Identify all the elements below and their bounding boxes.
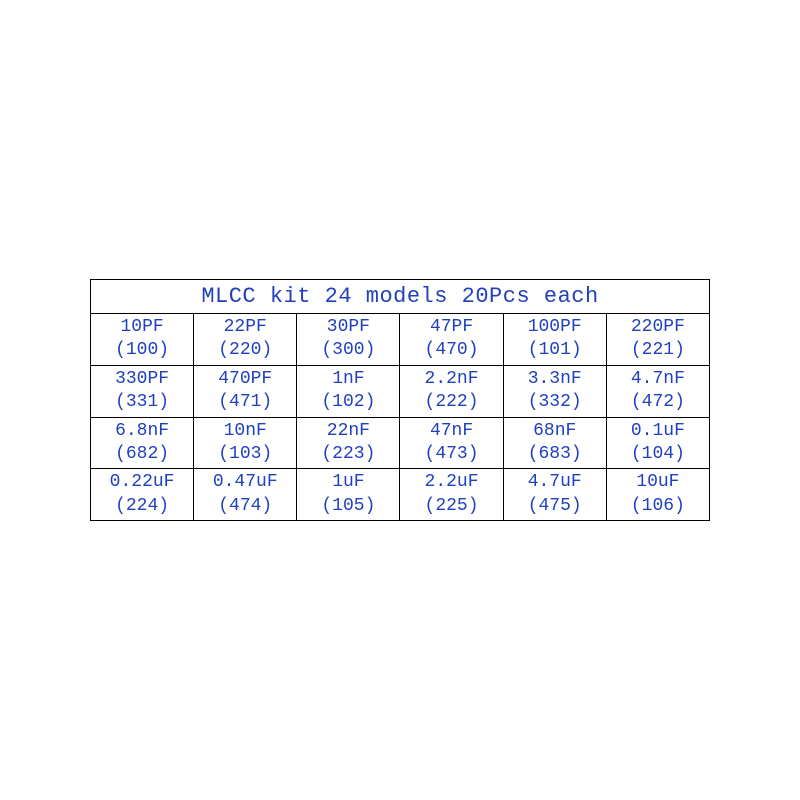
cell-value: 330PF [91, 368, 193, 391]
cell-code: (101) [504, 339, 606, 362]
cell-value: 10nF [194, 420, 296, 443]
table-cell: 220PF(221) [606, 313, 709, 365]
cell-code: (475) [504, 495, 606, 518]
cell-value: 47PF [400, 316, 502, 339]
cell-value: 4.7uF [504, 471, 606, 494]
table-cell: 30PF(300) [297, 313, 400, 365]
table-cell: 4.7uF(475) [503, 469, 606, 521]
cell-value: 30PF [297, 316, 399, 339]
cell-code: (223) [297, 443, 399, 466]
cell-code: (300) [297, 339, 399, 362]
table-row: 10PF(100) 22PF(220) 30PF(300) 47PF(470) … [91, 313, 710, 365]
table-cell: 330PF(331) [91, 365, 194, 417]
table-cell: 4.7nF(472) [606, 365, 709, 417]
cell-code: (471) [194, 391, 296, 414]
cell-code: (105) [297, 495, 399, 518]
cell-code: (103) [194, 443, 296, 466]
cell-code: (102) [297, 391, 399, 414]
cell-code: (473) [400, 443, 502, 466]
cell-code: (331) [91, 391, 193, 414]
cell-code: (474) [194, 495, 296, 518]
cell-value: 3.3nF [504, 368, 606, 391]
mlcc-table: MLCC kit 24 models 20Pcs each 10PF(100) … [90, 279, 710, 521]
cell-value: 470PF [194, 368, 296, 391]
table-cell: 47PF(470) [400, 313, 503, 365]
cell-value: 100PF [504, 316, 606, 339]
cell-value: 2.2nF [400, 368, 502, 391]
table-cell: 22nF(223) [297, 417, 400, 469]
table-cell: 1uF(105) [297, 469, 400, 521]
cell-value: 0.1uF [607, 420, 709, 443]
table-cell: 10PF(100) [91, 313, 194, 365]
cell-code: (472) [607, 391, 709, 414]
cell-code: (682) [91, 443, 193, 466]
table-cell: 68nF(683) [503, 417, 606, 469]
cell-value: 1uF [297, 471, 399, 494]
mlcc-table-container: MLCC kit 24 models 20Pcs each 10PF(100) … [90, 279, 710, 521]
cell-code: (221) [607, 339, 709, 362]
table-cell: 47nF(473) [400, 417, 503, 469]
table-body: 10PF(100) 22PF(220) 30PF(300) 47PF(470) … [91, 313, 710, 520]
table-cell: 470PF(471) [194, 365, 297, 417]
cell-value: 10PF [91, 316, 193, 339]
cell-value: 1nF [297, 368, 399, 391]
table-cell: 22PF(220) [194, 313, 297, 365]
cell-value: 0.22uF [91, 471, 193, 494]
cell-code: (683) [504, 443, 606, 466]
table-cell: 3.3nF(332) [503, 365, 606, 417]
cell-value: 22PF [194, 316, 296, 339]
table-cell: 0.47uF(474) [194, 469, 297, 521]
table-row: 0.22uF(224) 0.47uF(474) 1uF(105) 2.2uF(2… [91, 469, 710, 521]
table-cell: 2.2uF(225) [400, 469, 503, 521]
cell-value: 10uF [607, 471, 709, 494]
table-row: 6.8nF(682) 10nF(103) 22nF(223) 47nF(473)… [91, 417, 710, 469]
cell-code: (100) [91, 339, 193, 362]
cell-code: (104) [607, 443, 709, 466]
cell-value: 6.8nF [91, 420, 193, 443]
table-cell: 2.2nF(222) [400, 365, 503, 417]
table-cell: 10nF(103) [194, 417, 297, 469]
cell-code: (470) [400, 339, 502, 362]
table-cell: 0.22uF(224) [91, 469, 194, 521]
cell-value: 68nF [504, 420, 606, 443]
cell-code: (332) [504, 391, 606, 414]
table-cell: 1nF(102) [297, 365, 400, 417]
cell-code: (106) [607, 495, 709, 518]
cell-value: 2.2uF [400, 471, 502, 494]
cell-value: 4.7nF [607, 368, 709, 391]
table-cell: 0.1uF(104) [606, 417, 709, 469]
cell-code: (220) [194, 339, 296, 362]
cell-code: (222) [400, 391, 502, 414]
cell-code: (225) [400, 495, 502, 518]
table-row: 330PF(331) 470PF(471) 1nF(102) 2.2nF(222… [91, 365, 710, 417]
cell-value: 220PF [607, 316, 709, 339]
table-cell: 10uF(106) [606, 469, 709, 521]
cell-value: 0.47uF [194, 471, 296, 494]
table-cell: 100PF(101) [503, 313, 606, 365]
table-title: MLCC kit 24 models 20Pcs each [91, 279, 710, 313]
cell-value: 22nF [297, 420, 399, 443]
table-cell: 6.8nF(682) [91, 417, 194, 469]
cell-code: (224) [91, 495, 193, 518]
cell-value: 47nF [400, 420, 502, 443]
